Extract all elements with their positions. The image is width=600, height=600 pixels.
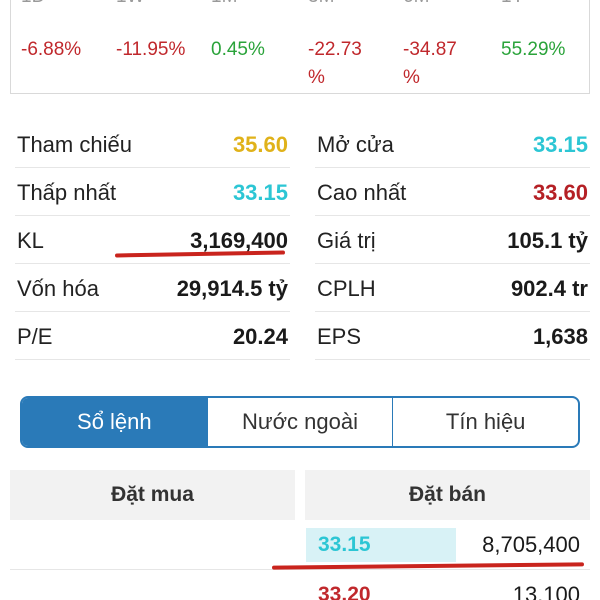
stat-value: 29,914.5 tỷ <box>176 276 288 301</box>
stat-label: CPLH <box>317 276 376 301</box>
perf-label: 1W <box>116 0 145 8</box>
stat-high: Cao nhất 33.60 <box>315 168 590 216</box>
order-book-row: 33.20 13,100 <box>10 572 590 600</box>
stat-market-cap: Vốn hóa 29,914.5 tỷ <box>15 264 290 312</box>
order-book-row: 33.15 8,705,400 <box>10 522 590 570</box>
stat-pe: P/E 20.24 <box>15 312 290 360</box>
stat-label: Giá trị <box>317 228 376 253</box>
stat-label: Thấp nhất <box>17 180 117 205</box>
perf-label: 1M <box>211 0 237 8</box>
stat-low: Thấp nhất 33.15 <box>15 168 290 216</box>
stat-value: 105.1 tỷ <box>507 228 588 253</box>
perf-label: 3M <box>308 0 334 8</box>
tab-foreign[interactable]: Nước ngoài <box>206 398 393 446</box>
stat-value: 33.15 <box>532 132 588 157</box>
stat-label: Cao nhất <box>317 180 407 205</box>
detail-tabs: Sổ lệnh Nước ngoài Tín hiệu <box>20 396 580 448</box>
stat-value: 33.15 <box>232 180 288 205</box>
stat-value: 35.60 <box>232 132 288 157</box>
perf-value: -34.87 % <box>403 39 457 88</box>
stat-volume: KL 3,169,400 <box>15 216 290 264</box>
stat-label: Mở cửa <box>317 132 394 157</box>
stat-reference: Tham chiếu 35.60 <box>15 120 290 168</box>
stat-value: 902.4 tr <box>510 276 588 301</box>
stat-open: Mở cửa 33.15 <box>315 120 590 168</box>
stat-value: 33.60 <box>532 180 588 205</box>
order-book-buy-header: Đặt mua <box>10 470 295 520</box>
sell-volume: 8,705,400 <box>482 532 580 557</box>
stat-trade-value: Giá trị 105.1 tỷ <box>315 216 590 264</box>
perf-label: 1D <box>21 0 45 8</box>
stat-eps: EPS 1,638 <box>315 312 590 360</box>
stat-label: Tham chiếu <box>17 132 132 157</box>
perf-label: 6M <box>403 0 429 8</box>
tab-signals[interactable]: Tín hiệu <box>392 398 578 446</box>
tab-order-book[interactable]: Sổ lệnh <box>22 398 207 446</box>
sell-volume: 13,100 <box>512 582 580 600</box>
order-book-sell-header: Đặt bán <box>305 470 590 520</box>
stat-label: Vốn hóa <box>17 276 99 301</box>
stat-label: KL <box>17 228 44 253</box>
stat-label: P/E <box>17 324 53 349</box>
sell-price: 33.20 <box>318 583 371 600</box>
stat-value: 20.24 <box>232 324 288 349</box>
perf-value: -6.88% <box>21 39 82 60</box>
perf-value: -22.73 % <box>308 39 362 88</box>
perf-value: 55.29% <box>501 39 566 60</box>
perf-value: -11.95% <box>116 39 186 60</box>
stat-shares: CPLH 902.4 tr <box>315 264 590 312</box>
stat-label: EPS <box>317 324 362 349</box>
performance-panel: 1D -6.88% 1W -11.95% 1M 0.45% 3M -22.73 … <box>10 0 590 94</box>
perf-value: 0.45% <box>211 39 265 60</box>
stat-value: 3,169,400 <box>190 228 288 253</box>
sell-price: 33.15 <box>306 528 456 562</box>
stat-value: 1,638 <box>532 324 588 349</box>
perf-label: 1Y <box>501 0 524 8</box>
